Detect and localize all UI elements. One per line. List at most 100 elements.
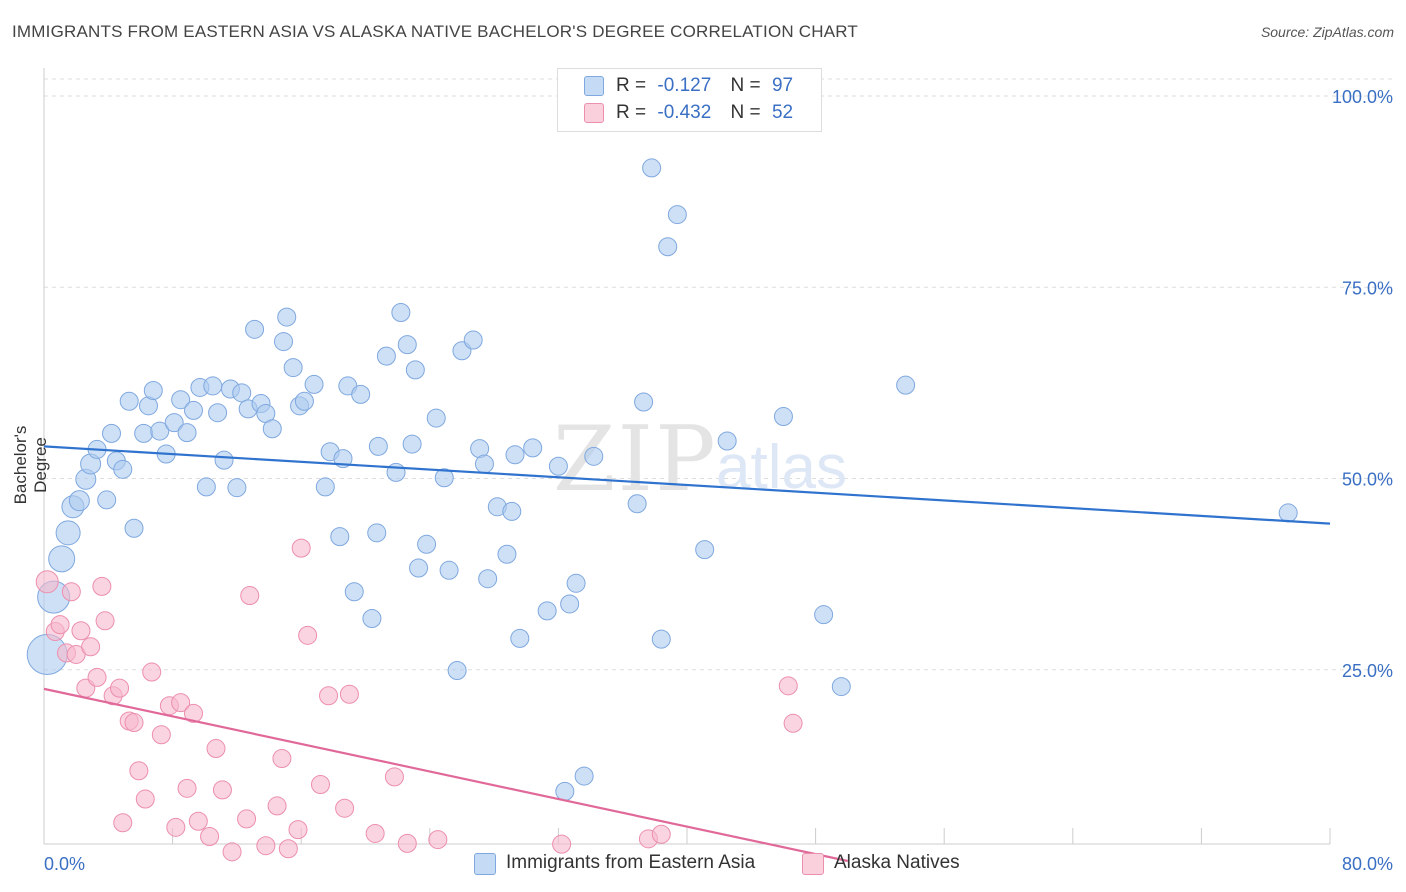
- legend-n-label: N =: [730, 102, 761, 123]
- point-eastern-asia: [203, 376, 223, 396]
- point-alaska-natives: [288, 820, 308, 840]
- point-alaska-natives: [291, 538, 311, 558]
- point-eastern-asia: [97, 490, 117, 510]
- point-eastern-asia: [505, 445, 525, 465]
- chart-title: IMMIGRANTS FROM EASTERN ASIA VS ALASKA N…: [12, 22, 859, 41]
- point-eastern-asia: [497, 544, 517, 564]
- point-eastern-asia: [227, 478, 247, 498]
- point-eastern-asia: [119, 391, 139, 411]
- point-eastern-asia: [330, 527, 350, 547]
- legend-swatch-blue: [584, 76, 604, 96]
- point-eastern-asia: [566, 573, 586, 593]
- point-eastern-asia: [463, 330, 483, 350]
- point-alaska-natives: [278, 839, 298, 859]
- point-alaska-natives: [35, 570, 59, 594]
- point-eastern-asia: [196, 477, 216, 497]
- point-eastern-asia: [402, 434, 422, 454]
- point-eastern-asia: [134, 423, 154, 443]
- point-alaska-natives: [166, 817, 186, 837]
- point-eastern-asia: [717, 431, 737, 451]
- point-eastern-asia: [667, 205, 687, 225]
- point-alaska-natives: [87, 667, 107, 687]
- point-eastern-asia: [523, 438, 543, 458]
- point-eastern-asia: [405, 360, 425, 380]
- point-alaska-natives: [142, 662, 162, 682]
- point-eastern-asia: [102, 423, 122, 443]
- point-eastern-asia: [695, 540, 715, 560]
- point-eastern-asia: [434, 468, 454, 488]
- point-alaska-natives: [113, 813, 133, 833]
- point-alaska-natives: [50, 615, 70, 635]
- point-alaska-natives: [335, 798, 355, 818]
- y-tick-label: 25.0%: [1342, 661, 1393, 681]
- point-eastern-asia: [439, 560, 459, 580]
- series-swatch-blue: [474, 853, 496, 875]
- point-eastern-asia: [344, 582, 364, 602]
- trend-line-alaska-natives: [43, 687, 848, 863]
- point-eastern-asia: [150, 421, 170, 441]
- point-eastern-asia: [367, 523, 387, 543]
- point-eastern-asia: [773, 407, 793, 427]
- point-eastern-asia: [537, 601, 557, 621]
- point-eastern-asia: [560, 594, 580, 614]
- point-alaska-natives: [783, 713, 803, 733]
- point-eastern-asia: [634, 392, 654, 412]
- point-alaska-natives: [651, 824, 671, 844]
- point-eastern-asia: [262, 419, 282, 439]
- trend-layer: [43, 445, 1331, 863]
- point-alaska-natives: [778, 676, 798, 696]
- y-tick-label: 100.0%: [1332, 87, 1393, 107]
- point-eastern-asia: [478, 569, 498, 589]
- point-alaska-natives: [256, 836, 276, 856]
- point-alaska-natives: [222, 842, 242, 862]
- point-eastern-asia: [391, 302, 411, 322]
- point-alaska-natives: [171, 693, 191, 713]
- point-alaska-natives: [92, 576, 112, 596]
- point-alaska-natives: [71, 621, 91, 641]
- point-alaska-natives: [135, 789, 155, 809]
- point-eastern-asia: [48, 545, 76, 573]
- point-eastern-asia: [474, 454, 494, 474]
- point-alaska-natives: [110, 678, 130, 698]
- point-eastern-asia: [232, 383, 252, 403]
- point-alaska-natives: [267, 796, 287, 816]
- y-axis-label: Bachelor's Degree: [11, 425, 50, 505]
- point-eastern-asia: [409, 558, 429, 578]
- point-alaska-natives: [240, 586, 260, 606]
- point-eastern-asia: [814, 605, 834, 625]
- point-eastern-asia: [651, 629, 671, 649]
- point-alaska-natives: [365, 823, 385, 843]
- legend-r-label: R =: [616, 102, 647, 123]
- point-eastern-asia: [351, 384, 371, 404]
- point-eastern-asia: [124, 518, 144, 538]
- point-eastern-asia: [171, 390, 191, 410]
- point-alaska-natives: [124, 713, 144, 733]
- point-eastern-asia: [214, 450, 234, 470]
- point-alaska-natives: [61, 582, 81, 602]
- point-alaska-natives: [206, 739, 226, 759]
- point-alaska-natives: [95, 611, 115, 631]
- point-alaska-natives: [384, 767, 404, 787]
- points-layer: [26, 158, 1298, 862]
- point-eastern-asia: [584, 446, 604, 466]
- point-eastern-asia: [447, 661, 467, 681]
- point-eastern-asia: [555, 781, 575, 801]
- point-alaska-natives: [339, 684, 359, 704]
- point-eastern-asia: [368, 436, 388, 456]
- ticklabel-layer: 25.0% 50.0% 75.0% 100.0% 0.0% 80.0%: [44, 87, 1393, 874]
- series-swatch-pink: [802, 853, 824, 875]
- point-eastern-asia: [143, 381, 163, 401]
- legend-r-value-blue: -0.127: [657, 75, 712, 96]
- point-alaska-natives: [212, 780, 232, 800]
- point-alaska-natives: [397, 833, 417, 853]
- point-eastern-asia: [397, 335, 417, 355]
- y-tick-label: 50.0%: [1342, 470, 1393, 490]
- point-alaska-natives: [298, 625, 318, 645]
- point-eastern-asia: [177, 423, 197, 443]
- point-eastern-asia: [304, 374, 324, 394]
- point-eastern-asia: [315, 477, 335, 497]
- point-eastern-asia: [1278, 503, 1298, 523]
- point-eastern-asia: [548, 456, 568, 476]
- point-eastern-asia: [183, 400, 203, 420]
